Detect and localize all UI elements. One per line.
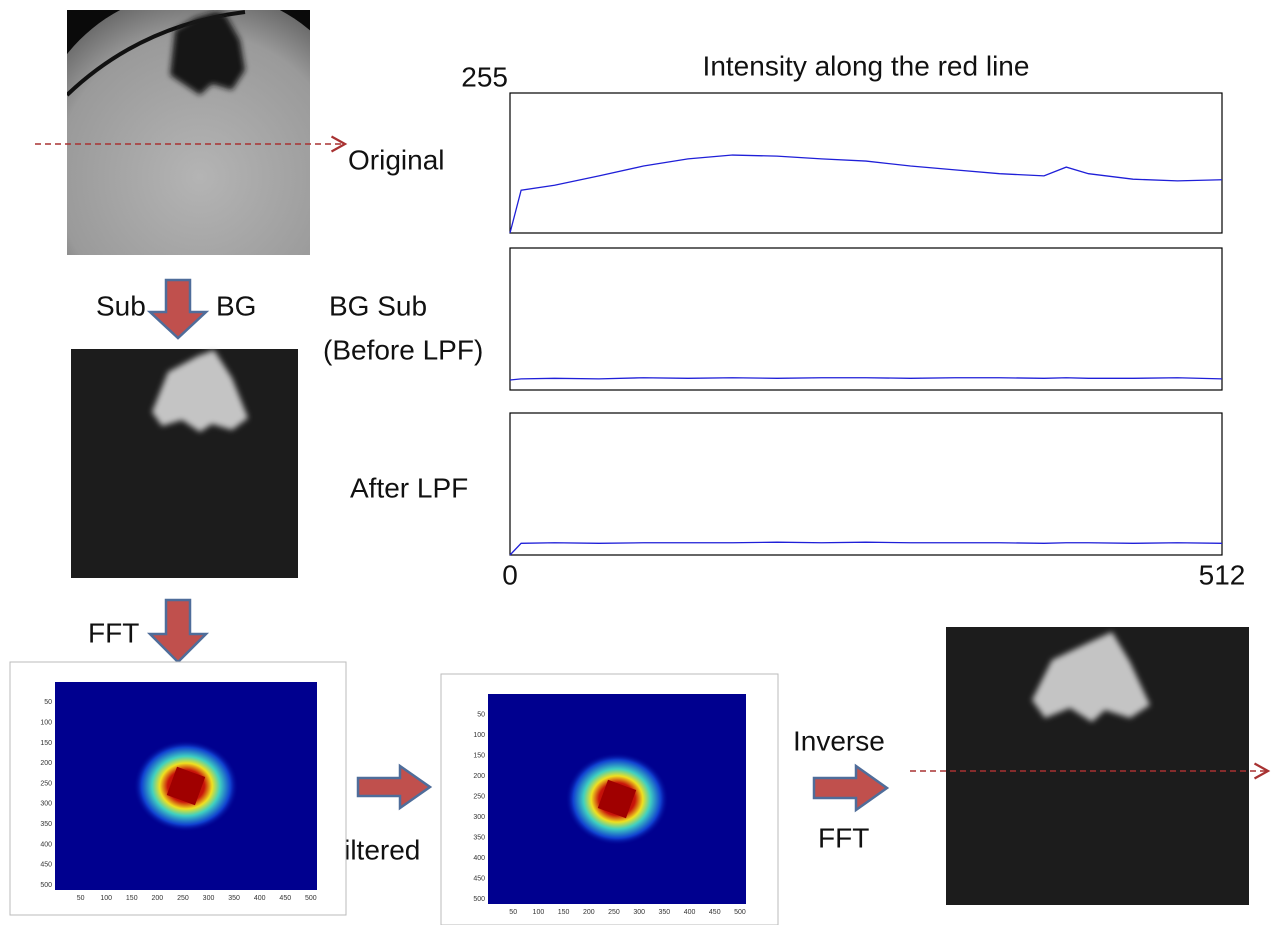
y-tick-label: 350 bbox=[473, 834, 485, 841]
x-tick-label: 250 bbox=[608, 909, 620, 916]
y-tick-label: 200 bbox=[473, 773, 485, 780]
intensity-line bbox=[509, 541, 1223, 556]
y-tick-label: 450 bbox=[473, 875, 485, 882]
y-tick-label: 50 bbox=[477, 711, 485, 718]
y-tick-label: 200 bbox=[40, 760, 52, 767]
x-tick-label: 0 bbox=[502, 559, 518, 590]
x-tick-label: 50 bbox=[77, 895, 85, 902]
y-tick-label: 400 bbox=[40, 841, 52, 848]
y-tick-label: 450 bbox=[40, 862, 52, 869]
label: BG bbox=[216, 290, 256, 321]
x-tick-label: 150 bbox=[558, 909, 570, 916]
image-field bbox=[67, 10, 310, 255]
x-tick-label: 500 bbox=[734, 909, 746, 916]
x-tick-label: 350 bbox=[659, 909, 671, 916]
x-tick-label: 350 bbox=[228, 895, 240, 902]
x-tick-label: 100 bbox=[533, 909, 545, 916]
y-tick-label: 500 bbox=[473, 896, 485, 903]
flame-shadow bbox=[170, 12, 245, 95]
original-image bbox=[67, 10, 310, 255]
down-arrow bbox=[146, 598, 210, 664]
y-tick-label: 50 bbox=[44, 699, 52, 706]
x-tick-label: 450 bbox=[709, 909, 721, 916]
label: Inverse bbox=[793, 725, 885, 756]
x-tick-label: 400 bbox=[254, 895, 266, 902]
label: FFT bbox=[818, 822, 869, 853]
label: Sub bbox=[96, 290, 146, 321]
x-tick-label: 200 bbox=[152, 895, 164, 902]
y-tick-label: 100 bbox=[473, 732, 485, 739]
intensity-line bbox=[509, 377, 1223, 381]
y-tick-label: 250 bbox=[473, 793, 485, 800]
y-tick-label: 150 bbox=[473, 752, 485, 759]
x-tick-label: 250 bbox=[177, 895, 189, 902]
y-tick-label: 100 bbox=[40, 719, 52, 726]
spectrum-core bbox=[166, 766, 206, 806]
plot-frame bbox=[509, 412, 1223, 556]
intensity-line bbox=[509, 154, 1223, 234]
label: FFT bbox=[88, 617, 139, 648]
label: BG Sub bbox=[329, 290, 427, 321]
x-tick-label: 100 bbox=[100, 895, 112, 902]
right-arrow bbox=[812, 763, 890, 813]
label: After LPF bbox=[350, 472, 468, 503]
flame bbox=[1032, 632, 1150, 722]
y-tick-label: 250 bbox=[40, 780, 52, 787]
label: (Before LPF) bbox=[323, 334, 483, 365]
x-tick-label: 150 bbox=[126, 895, 138, 902]
x-tick-label: 500 bbox=[305, 895, 317, 902]
x-tick-label: 512 bbox=[1199, 559, 1246, 590]
x-tick-label: 300 bbox=[633, 909, 645, 916]
down-arrow bbox=[146, 278, 210, 340]
y-tick-label: 350 bbox=[40, 821, 52, 828]
y-tick-label: 300 bbox=[40, 801, 52, 808]
y-tick-label: 500 bbox=[40, 882, 52, 889]
label: Original bbox=[348, 144, 444, 175]
x-tick-label: 450 bbox=[279, 895, 291, 902]
plot-frame bbox=[509, 247, 1223, 391]
chart-title: Intensity along the red line bbox=[703, 50, 1030, 81]
y-tick-label: 300 bbox=[473, 814, 485, 821]
flame bbox=[152, 350, 248, 432]
y-tick-label: 400 bbox=[473, 855, 485, 862]
x-tick-label: 200 bbox=[583, 909, 595, 916]
x-tick-label: 50 bbox=[509, 909, 517, 916]
y-tick-label: 150 bbox=[40, 740, 52, 747]
y-tick-label: 255 bbox=[461, 61, 508, 92]
spectrum-core bbox=[597, 779, 637, 819]
right-arrow bbox=[356, 763, 433, 811]
x-tick-label: 300 bbox=[203, 895, 215, 902]
x-tick-label: 400 bbox=[684, 909, 696, 916]
plot-frame bbox=[509, 92, 1223, 234]
